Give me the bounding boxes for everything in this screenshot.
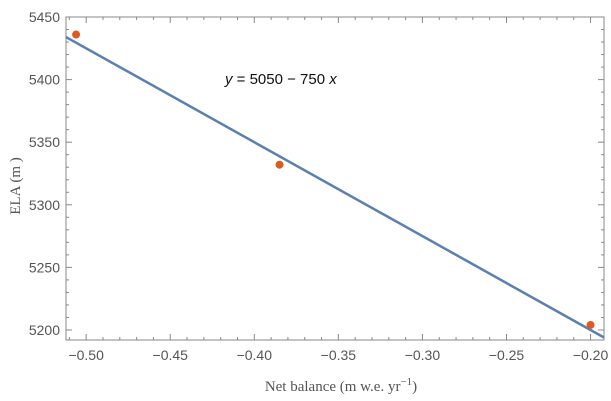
y-tick-label: 5400 [29, 72, 60, 88]
y-tick-label: 5450 [29, 9, 60, 25]
data-point [72, 30, 81, 39]
x-axis-title: Net balance (m w.e. yr−1) [265, 376, 417, 395]
equation-x-var: x [328, 71, 337, 88]
plot-frame [65, 16, 605, 341]
equation-y-var: y [224, 71, 234, 88]
data-point [586, 320, 595, 329]
y-tick-label: 5300 [29, 197, 60, 213]
y-tick-label: 5350 [29, 134, 60, 150]
fit-line [65, 35, 605, 339]
x-tick-label: −0.40 [237, 347, 273, 363]
fit-equation: y = 5050 − 750 x [224, 71, 337, 88]
x-tick-label: −0.30 [405, 347, 441, 363]
data-points [72, 30, 595, 329]
y-axis-ticks: 5200 5250 5300 5350 5400 5450 [29, 9, 604, 338]
x-tick-label: −0.35 [321, 347, 357, 363]
data-point [275, 160, 284, 169]
x-tick-label: −0.25 [489, 347, 525, 363]
x-tick-label: −0.50 [68, 347, 104, 363]
equation-body: = 5050 − 750 [233, 71, 330, 88]
plot-border [65, 16, 605, 341]
y-tick-label: 5200 [29, 322, 60, 338]
y-axis-title: ELA (m ) [8, 157, 24, 215]
x-axis-ticks: −0.50 −0.45 −0.40 −0.35 −0.30 −0.25 −0.20 [68, 17, 608, 363]
y-tick-label: 5250 [29, 259, 60, 275]
x-tick-label: −0.45 [153, 347, 189, 363]
x-tick-label: −0.20 [573, 347, 609, 363]
